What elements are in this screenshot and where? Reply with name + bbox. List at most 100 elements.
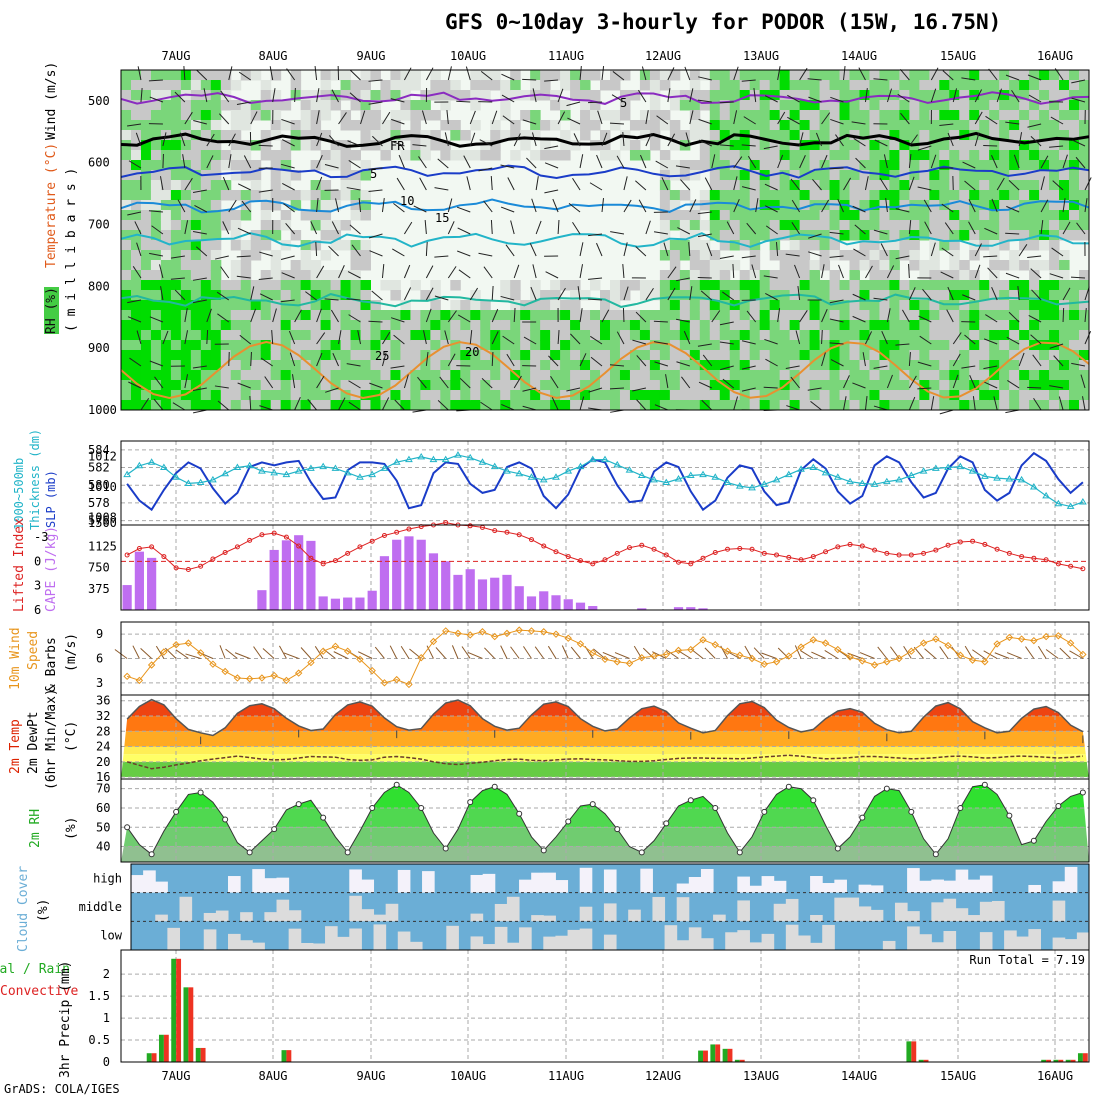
- rh-cell: [859, 380, 870, 391]
- rh-cell: [979, 70, 990, 81]
- wind-barb: [567, 117, 581, 125]
- rh-cell: [1019, 80, 1030, 91]
- rh-cell: [150, 190, 162, 201]
- wind-barb: [1062, 154, 1068, 169]
- wind-speed-point: [380, 679, 389, 687]
- cape-frame: [120, 524, 1090, 611]
- wind-barb: [140, 88, 143, 103]
- wind-barb: [829, 318, 844, 323]
- rh-cell: [629, 280, 641, 291]
- rh2-unit: (%): [64, 816, 79, 840]
- wind-barb: [837, 199, 844, 213]
- rh-cell: [360, 240, 371, 251]
- rh-cell: [699, 130, 711, 141]
- rh-cell: [929, 380, 940, 391]
- rh-cell: [160, 320, 172, 331]
- rh-cell: [979, 290, 990, 301]
- wind-barb: [346, 187, 361, 191]
- precip-label-a: Total / Rain: [0, 962, 70, 977]
- wind-barb: [964, 180, 976, 191]
- wind-barb: [1082, 396, 1086, 411]
- li-point: [627, 545, 633, 551]
- rh-cell: [170, 210, 182, 221]
- rh-cell: [779, 370, 791, 381]
- rh-cell: [989, 300, 1000, 311]
- rh-cell: [1069, 170, 1080, 181]
- wind-barb: [192, 277, 207, 281]
- rh-cell: [520, 390, 531, 401]
- wind-barb: [346, 363, 361, 367]
- rh-cell: [859, 280, 870, 291]
- wind-speed-point: [429, 637, 438, 646]
- wind-barb: [787, 116, 800, 125]
- rh-cell: [260, 270, 272, 281]
- rh-cell: [609, 70, 621, 81]
- rh-cell: [759, 280, 771, 291]
- rh-cell: [160, 90, 172, 101]
- wind-barb: [425, 287, 434, 301]
- rh-cell: [829, 270, 841, 281]
- wind-barb: [689, 286, 693, 301]
- wind-barb: [469, 132, 476, 147]
- rh-cell: [550, 120, 561, 131]
- wind-barb: [501, 403, 515, 411]
- rh-cell: [849, 350, 860, 361]
- rain-bar: [146, 1053, 152, 1062]
- thickness-point: [441, 455, 450, 463]
- rh-cell: [659, 280, 671, 291]
- wind-speed-point: [650, 652, 658, 660]
- rh-cell: [160, 140, 172, 151]
- rh-cell: [150, 110, 162, 121]
- rh-cell: [639, 380, 651, 391]
- wind-barb: [271, 330, 274, 345]
- rh-cell: [250, 370, 262, 381]
- rh-cell: [300, 320, 312, 331]
- rh-cell: [1039, 170, 1050, 181]
- rh-cell: [969, 210, 980, 221]
- rh-cell: [320, 400, 332, 411]
- rh-cell: [849, 180, 860, 191]
- wind-barb: [711, 154, 716, 169]
- rh-cell: [160, 250, 172, 261]
- rh-cell: [580, 330, 591, 341]
- rh-cell: [600, 130, 611, 141]
- cape-bar: [343, 597, 353, 610]
- rh-cell: [310, 160, 322, 171]
- li-point: [957, 539, 963, 545]
- wind-speed-point: [613, 658, 621, 666]
- wind-barb: [316, 110, 320, 125]
- wind-barb: [463, 155, 471, 169]
- li-point: [222, 550, 228, 556]
- rh-cell: [639, 390, 651, 401]
- cape-tick: 375: [88, 582, 110, 596]
- rh-cell: [1019, 210, 1030, 221]
- day-label-top: 9AUG: [357, 49, 386, 63]
- pressure-tick: 1000: [88, 403, 117, 417]
- rh-cell: [1079, 370, 1090, 381]
- cloud-cell: [676, 883, 690, 893]
- rh-cell: [490, 390, 501, 401]
- rh-cell: [370, 370, 381, 381]
- rh-cell: [749, 120, 761, 131]
- temp-band: [121, 731, 1089, 747]
- rh-cell: [1029, 330, 1040, 341]
- cape-bar: [404, 536, 414, 610]
- rh-cell: [430, 280, 441, 291]
- thickness-point: [797, 465, 805, 472]
- rh-cell: [939, 190, 950, 201]
- rh-cell: [929, 340, 940, 351]
- rh-cell: [979, 220, 990, 231]
- rh-cell: [739, 210, 751, 221]
- rh-cell: [1049, 190, 1060, 201]
- cape-bar: [698, 608, 708, 610]
- wind-barb: [663, 242, 669, 257]
- rh-cell: [360, 360, 371, 371]
- rh-cell: [130, 400, 142, 411]
- rh-cell: [749, 100, 761, 111]
- wind-barb: [423, 330, 427, 345]
- convective-bar: [1070, 1059, 1076, 1062]
- wind-barb: [1018, 244, 1028, 257]
- wind-barb: [777, 154, 784, 169]
- surface-wind-barb: [333, 651, 348, 659]
- wind-barb: [250, 286, 255, 301]
